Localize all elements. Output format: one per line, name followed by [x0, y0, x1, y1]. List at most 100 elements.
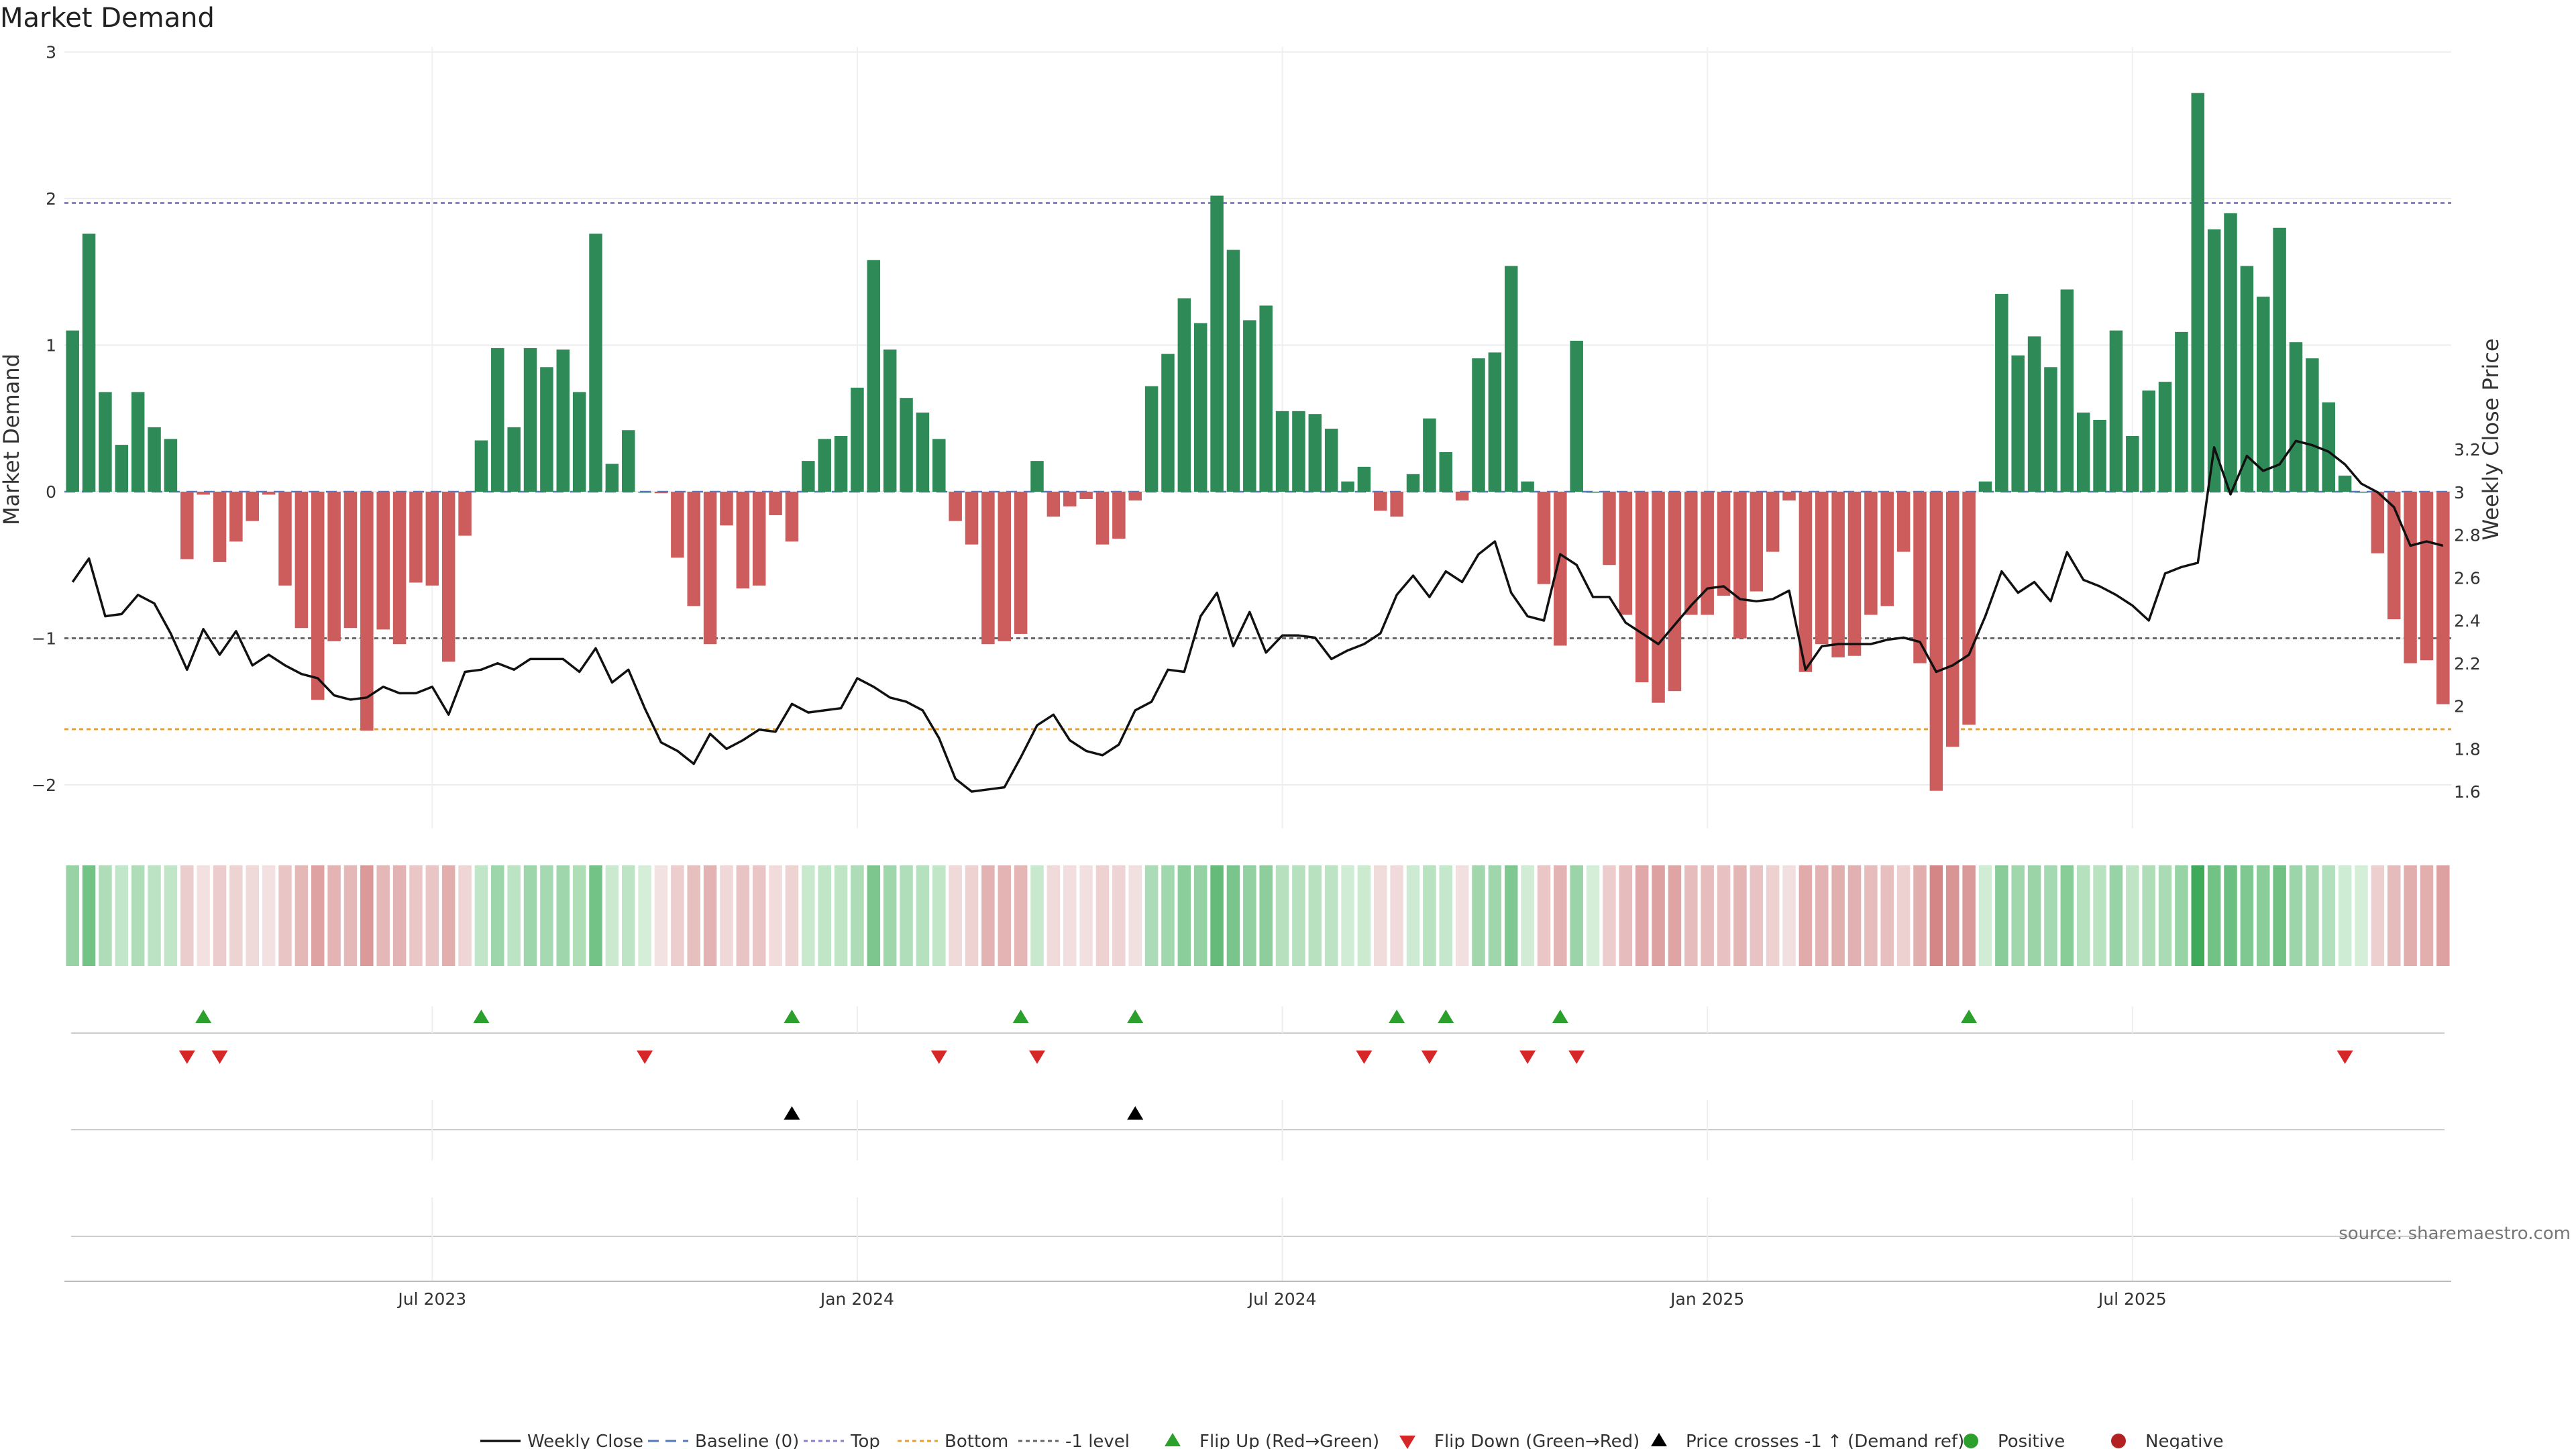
- demand-bar-11: [246, 492, 260, 521]
- flip-up-marker-2: [784, 1010, 800, 1023]
- demand-bar-139: [2338, 475, 2352, 492]
- heat-cell-145: [2436, 865, 2450, 966]
- demand-bar-51: [900, 398, 913, 492]
- legend-positive-swatch: [1964, 1434, 1978, 1448]
- heat-cell-98: [1668, 865, 1682, 966]
- heat-cell-85: [1455, 865, 1469, 966]
- heat-cell-94: [1603, 865, 1616, 966]
- flip-down-marker-8: [1568, 1051, 1585, 1064]
- heat-cell-69: [1193, 865, 1208, 966]
- heat-cell-141: [2371, 865, 2385, 966]
- y-axis-title: Market Demand: [0, 354, 24, 525]
- heat-cell-31: [572, 865, 586, 966]
- heat-cell-38: [687, 865, 700, 966]
- demand-bar-72: [1243, 320, 1256, 492]
- heat-cell-16: [327, 865, 341, 966]
- demand-bar-56: [981, 492, 995, 645]
- y2-tick-label-7: 1.8: [2454, 739, 2481, 759]
- heat-cell-65: [1128, 865, 1142, 966]
- demand-bar-104: [1766, 492, 1780, 552]
- heat-cell-63: [1095, 865, 1110, 966]
- heat-cell-79: [1357, 865, 1371, 966]
- heat-cell-107: [1815, 865, 1829, 966]
- flip-up-marker-6: [1438, 1010, 1454, 1023]
- demand-bar-49: [867, 260, 881, 492]
- y2-axis-title: Weekly Close Price: [2478, 338, 2504, 540]
- demand-bar-130: [2191, 93, 2205, 492]
- heat-cell-21: [409, 865, 423, 966]
- heat-cell-33: [605, 865, 619, 966]
- demand-bar-7: [180, 492, 194, 559]
- heat-cell-144: [2420, 865, 2434, 966]
- demand-bar-95: [1619, 492, 1633, 615]
- heat-cell-119: [2011, 865, 2025, 966]
- legend-positive-label: Positive: [1998, 1432, 2065, 1449]
- heat-cell-0: [66, 865, 79, 966]
- heat-cell-78: [1341, 865, 1354, 966]
- demand-bar-83: [1423, 418, 1436, 492]
- legend-negative-swatch: [2111, 1434, 2126, 1448]
- weekly-close-line: [71, 439, 2444, 793]
- heat-cell-143: [2404, 865, 2417, 966]
- demand-bar-99: [1684, 492, 1698, 615]
- legend-bottom-label: Bottom: [945, 1432, 1008, 1449]
- legend-baseline-label: Baseline (0): [695, 1432, 799, 1449]
- demand-bar-5: [148, 427, 161, 492]
- demand-bar-69: [1193, 323, 1208, 492]
- flip-down-marker-9: [2337, 1051, 2353, 1064]
- demand-bar-8: [197, 492, 210, 495]
- heat-cell-45: [802, 865, 815, 966]
- heat-cell-133: [2240, 865, 2254, 966]
- demand-bar-135: [2273, 227, 2286, 492]
- demand-bar-3: [115, 445, 129, 492]
- demand-bar-36: [654, 492, 668, 494]
- legend: Weekly Close Baseline (0) Top Bottom -1 leve…: [480, 1432, 2224, 1449]
- heat-cell-86: [1472, 865, 1485, 966]
- chart-title: Market Demand: [0, 3, 215, 34]
- demand-bar-129: [2175, 331, 2188, 492]
- demand-bar-6: [164, 439, 178, 492]
- demand-bar-88: [1504, 266, 1518, 492]
- x-axis-date-ticks: Jul 2023 Jan 2024 Jul 2024 Jan 2025 Jul 2025: [64, 1281, 2451, 1309]
- heat-cell-112: [1896, 865, 1911, 966]
- y-tick-label-4: −1: [32, 629, 56, 649]
- demand-bar-47: [834, 435, 848, 492]
- heat-cell-132: [2224, 865, 2237, 966]
- heat-cell-3: [115, 865, 129, 966]
- heat-cell-20: [392, 865, 407, 966]
- demand-bar-34: [622, 430, 635, 492]
- demand-bar-117: [1978, 481, 1992, 492]
- heat-cell-124: [2093, 865, 2106, 966]
- heat-cell-130: [2191, 865, 2205, 966]
- heat-cell-114: [1929, 865, 1943, 966]
- demand-bar-134: [2257, 297, 2270, 492]
- demand-bar-57: [998, 492, 1012, 641]
- heat-cell-83: [1423, 865, 1436, 966]
- heat-cell-18: [360, 865, 374, 966]
- heat-cell-142: [2387, 865, 2401, 966]
- demand-bar-108: [1831, 492, 1845, 657]
- heat-cell-68: [1177, 865, 1191, 966]
- demand-bar-48: [851, 387, 864, 492]
- demand-bar-109: [1847, 492, 1862, 656]
- demand-bar-35: [638, 492, 651, 493]
- demand-bar-4: [131, 392, 145, 492]
- demand-bar-140: [2355, 492, 2368, 493]
- y2-tick-label-5: 2.2: [2454, 654, 2481, 674]
- heat-cell-113: [1913, 865, 1927, 966]
- heat-cell-30: [556, 865, 570, 966]
- heat-cell-128: [2158, 865, 2172, 966]
- heat-cell-59: [1030, 865, 1044, 966]
- demand-bar-68: [1177, 298, 1191, 492]
- legend-price-cross-label: Price crosses -1 ↑ (Demand ref): [1686, 1432, 1964, 1449]
- heat-cell-84: [1439, 865, 1453, 966]
- heat-cell-110: [1864, 865, 1878, 966]
- heat-cell-7: [180, 865, 194, 966]
- demand-bar-64: [1112, 492, 1126, 539]
- demand-bar-31: [572, 392, 586, 492]
- demand-bar-27: [507, 427, 521, 492]
- demand-bar-123: [2076, 413, 2090, 492]
- flip-down-marker-2: [637, 1051, 653, 1064]
- demand-bar-143: [2404, 492, 2417, 663]
- heat-cell-46: [818, 865, 831, 966]
